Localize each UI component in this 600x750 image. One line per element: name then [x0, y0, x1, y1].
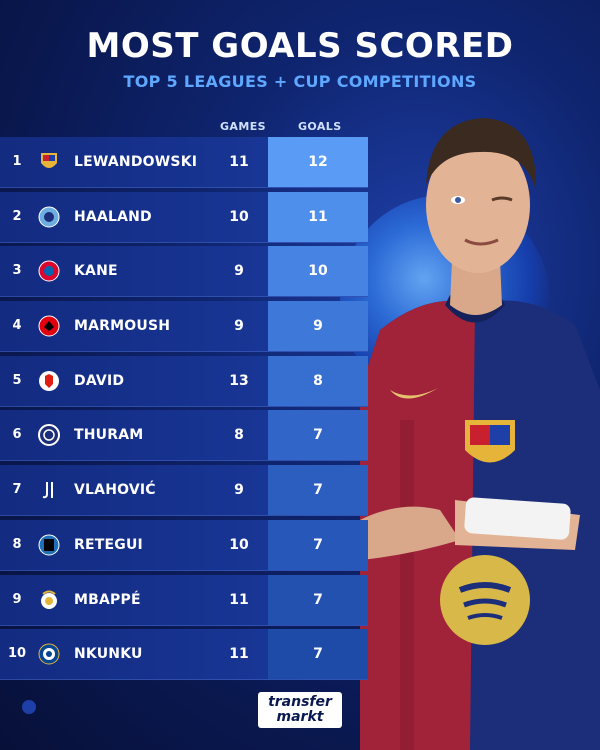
- table-row: 7 VLAHOVIĆ 9 7: [0, 465, 368, 517]
- player-name: NKUNKU: [74, 646, 143, 663]
- rank: 5: [12, 372, 22, 388]
- player-photo: [360, 118, 600, 750]
- goals-value: 7: [268, 629, 368, 680]
- logo-line-2: markt: [276, 709, 324, 725]
- player-name: MARMOUSH: [74, 318, 171, 335]
- table-row: 10 NKUNKU 11 7: [0, 629, 368, 681]
- table-row: 3 KANE 9 10: [0, 246, 368, 298]
- table-row: 1 LEWANDOWSKI 11 12: [0, 137, 368, 188]
- player-name: RETEGUI: [74, 536, 143, 553]
- games-value: 13: [229, 372, 249, 389]
- games-value: 11: [229, 154, 249, 170]
- scorers-table: 1 LEWANDOWSKI 11 12 2 HAALAND 10 11 3 KANE 9 10 4 MAR…: [0, 137, 368, 684]
- page-title: MOST GOALS SCORED: [86, 26, 514, 66]
- table-row: 9 MBAPPÉ 11 7: [0, 574, 368, 626]
- table-row: 5 DAVID 13 8: [0, 355, 368, 407]
- decorative-dot: [22, 700, 36, 714]
- transfermarkt-logo: transfer markt: [258, 692, 342, 728]
- table-row: 4 MARMOUSH 9 9: [0, 301, 368, 353]
- man-city-crest-icon: [38, 206, 60, 228]
- barcelona-crest-icon: [41, 153, 57, 168]
- rank: 4: [12, 318, 22, 334]
- real-madrid-crest-icon: [41, 590, 57, 609]
- goals-value: 10: [268, 246, 368, 297]
- bayern-crest-icon: [38, 260, 60, 282]
- frankfurt-crest-icon: [38, 315, 60, 337]
- games-value: 9: [234, 482, 244, 499]
- rank: 7: [12, 482, 22, 498]
- games-value: 9: [234, 318, 244, 335]
- games-value: 11: [229, 591, 249, 608]
- player-name: KANE: [74, 263, 118, 280]
- goals-value: 7: [268, 574, 368, 625]
- goals-value: 11: [268, 191, 368, 242]
- juventus-crest-icon: [42, 482, 53, 499]
- rank: 9: [12, 591, 22, 607]
- player-name: HAALAND: [74, 208, 152, 225]
- games-value: 8: [234, 427, 244, 444]
- chelsea-crest-icon: [38, 643, 60, 665]
- rank: 8: [12, 536, 22, 552]
- rank: 1: [12, 154, 22, 169]
- goals-value: 8: [268, 355, 368, 406]
- rank: 2: [12, 208, 22, 224]
- goals-value: 7: [268, 465, 368, 516]
- player-name: MBAPPÉ: [74, 591, 141, 608]
- games-value: 10: [229, 536, 249, 553]
- page-subtitle: TOP 5 LEAGUES + CUP COMPETITIONS: [123, 72, 477, 91]
- rank: 6: [12, 427, 22, 443]
- player-name: THURAM: [74, 427, 144, 444]
- goals-value: 9: [268, 301, 368, 352]
- player-name: DAVID: [74, 372, 125, 389]
- table-row: 2 HAALAND 10 11: [0, 191, 368, 243]
- atalanta-crest-icon: [38, 534, 60, 556]
- table-row: 8 RETEGUI 10 7: [0, 519, 368, 571]
- rank: 10: [7, 646, 27, 662]
- games-column-header: GAMES: [220, 120, 266, 133]
- player-name: LEWANDOWSKI: [74, 154, 198, 170]
- games-value: 11: [229, 646, 249, 663]
- lille-crest-icon: [39, 370, 59, 391]
- logo-line-1: transfer: [268, 694, 332, 710]
- goals-column-header: GOALS: [298, 120, 342, 133]
- table-row: 6 THURAM 8 7: [0, 410, 368, 462]
- goals-value: 12: [268, 137, 368, 187]
- games-value: 9: [234, 263, 244, 280]
- goals-value: 7: [268, 519, 368, 570]
- player-name: VLAHOVIĆ: [74, 482, 156, 499]
- inter-crest-icon: [38, 424, 60, 447]
- goals-value: 7: [268, 410, 368, 461]
- games-value: 10: [229, 208, 249, 225]
- rank: 3: [12, 263, 22, 279]
